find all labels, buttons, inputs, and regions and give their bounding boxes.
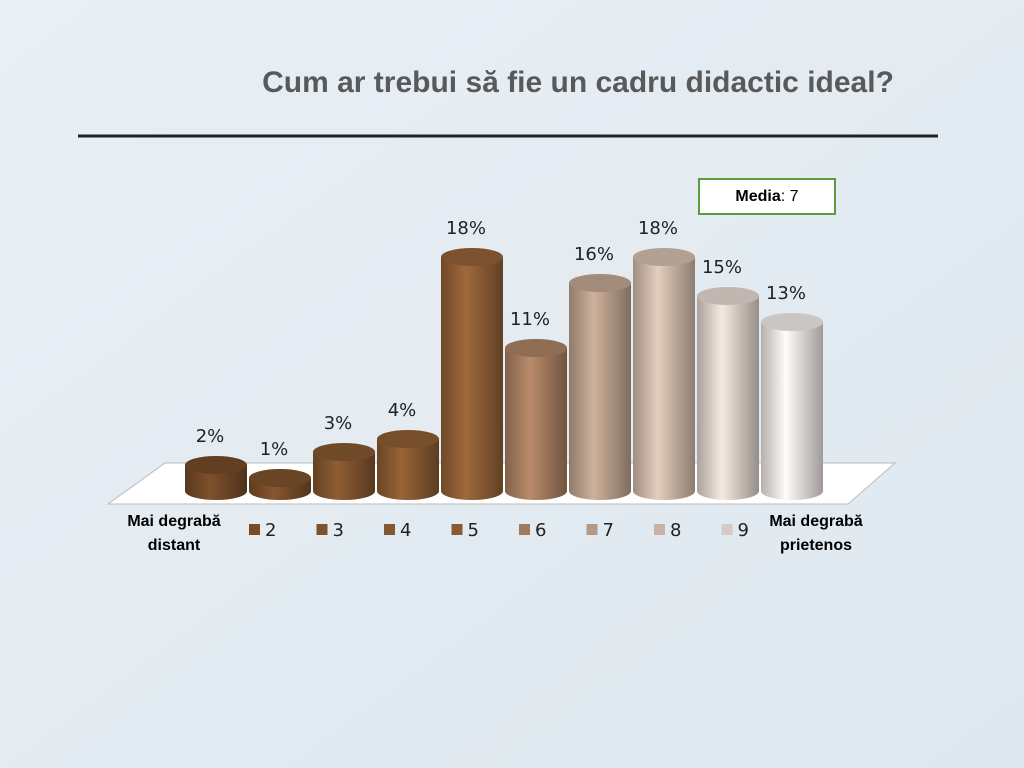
value-label: 1% [260,439,289,460]
legend-swatch [451,524,463,535]
media-text: Media: 7 [735,188,798,205]
value-label: 11% [510,309,550,330]
media-label: Media [735,188,780,205]
value-label: 4% [388,400,417,421]
value-label: 3% [324,413,353,434]
value-label: 13% [766,283,806,304]
right-label-line: prietenos [780,537,852,554]
legend-swatch [654,524,665,535]
bar-top [761,313,823,331]
media-value: : 7 [781,188,799,205]
legend-swatch [249,524,260,535]
legend-swatch [384,524,395,535]
left-label: Mai degrabă distant [127,513,220,554]
bar-top [441,248,503,266]
bar-top [633,248,695,266]
value-label: 18% [638,218,678,239]
left-label-line: distant [148,537,201,554]
value-label: 2% [196,426,225,447]
chart-title: Cum ar trebui să fie un cadru didactic i… [262,66,894,99]
bar [761,322,823,491]
legend-swatch [519,524,530,535]
bar [697,296,759,491]
legend-label: 3 [333,520,344,541]
bar [569,283,631,491]
right-label: Mai degrabă prietenos [769,513,862,554]
left-label-line: Mai degrabă [127,513,220,530]
legend-swatch [586,524,598,535]
value-label: 15% [702,257,742,278]
legend-label: 9 [738,520,749,541]
legend-swatch [316,524,328,535]
legend-label: 4 [400,520,411,541]
bars [185,248,823,500]
legend-label: 8 [670,520,681,541]
right-label-line: Mai degrabă [769,513,862,530]
media-box [698,178,836,215]
legend-label: 2 [265,520,276,541]
legend-swatch [721,524,733,535]
value-label: 16% [574,244,614,265]
legend-label: 6 [535,520,546,541]
bar-top [569,274,631,292]
bar-top [697,287,759,305]
bar [441,257,503,491]
bar-top [377,430,439,448]
bar-top [313,443,375,461]
bar-top [185,456,247,474]
bar [505,348,567,491]
legend-label: 5 [468,520,479,541]
legend-label: 7 [603,520,614,541]
bar [633,257,695,491]
bar-top [249,469,311,487]
bar-top [505,339,567,357]
value-label: 18% [446,218,486,239]
